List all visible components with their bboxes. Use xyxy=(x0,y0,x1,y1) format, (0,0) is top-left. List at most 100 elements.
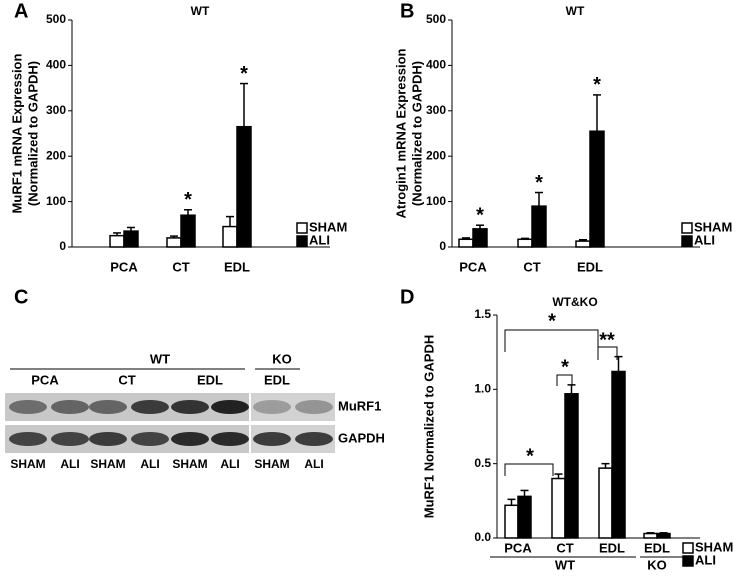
lane-label: SHAM xyxy=(90,457,125,471)
legend-swatch xyxy=(681,222,693,234)
bar xyxy=(504,504,519,539)
bar xyxy=(611,370,626,539)
tissue-label: PCA xyxy=(31,372,59,387)
y-tick-label: 300 xyxy=(426,103,446,117)
y-axis-label: Atrogin1 mRNA Expression xyxy=(393,48,408,218)
panel-label: A xyxy=(14,0,28,22)
legend-swatch xyxy=(682,542,694,554)
group-label: KO xyxy=(272,351,292,366)
lane-label: ALI xyxy=(304,457,323,471)
y-tick-label: 0.0 xyxy=(474,530,491,544)
bar xyxy=(517,238,533,248)
significance-star: * xyxy=(593,74,601,96)
x-tick-label: CT xyxy=(556,540,573,555)
bar xyxy=(643,532,658,539)
panel-label: C xyxy=(14,286,28,308)
blot-strip xyxy=(251,393,335,421)
significance-bracket xyxy=(556,374,573,386)
y-axis-label: MuRF1 mRNA Expression xyxy=(9,54,24,214)
y-tick-label: 300 xyxy=(46,103,66,117)
bar xyxy=(531,205,547,248)
lane-label: ALI xyxy=(220,457,239,471)
legend-swatch xyxy=(296,235,308,247)
y-tick-label: 400 xyxy=(426,58,446,72)
row-label: MuRF1 xyxy=(338,398,381,413)
y-tick-label: 400 xyxy=(46,58,66,72)
blot-band xyxy=(51,400,89,414)
blot-band xyxy=(211,432,249,446)
y-tick-label: 200 xyxy=(46,148,66,162)
blot-band xyxy=(89,432,127,446)
bar xyxy=(517,495,532,539)
y-tick-label: 1.5 xyxy=(474,307,491,321)
lane-label: ALI xyxy=(60,457,79,471)
legend-label: ALI xyxy=(695,552,716,567)
bar xyxy=(458,238,474,248)
bar xyxy=(589,130,605,248)
y-tick-label: 0 xyxy=(59,239,66,253)
significance-star: * xyxy=(184,189,192,211)
bar xyxy=(656,532,671,539)
x-tick-label: EDL xyxy=(577,259,603,274)
blot-band xyxy=(131,432,169,446)
significance-star: * xyxy=(526,445,534,467)
blot-band xyxy=(295,400,333,414)
blot-band xyxy=(253,400,291,414)
x-tick-label: CT xyxy=(172,259,189,274)
y-axis-label: (Normalized to GAPDH) xyxy=(409,61,424,206)
significance-star: * xyxy=(548,310,556,332)
bar xyxy=(551,477,566,539)
bar xyxy=(180,214,196,248)
chart-title: WT&KO xyxy=(552,295,597,309)
chart-title: WT xyxy=(566,4,585,18)
bar xyxy=(598,467,613,539)
significance-star: * xyxy=(240,63,248,85)
significance-star: * xyxy=(561,356,569,378)
group-label: WT xyxy=(555,557,575,572)
tissue-label: EDL xyxy=(197,372,223,387)
y-tick-label: 200 xyxy=(426,148,446,162)
group-label: KO xyxy=(647,557,667,572)
significance-star: ** xyxy=(599,329,615,351)
significance-star: * xyxy=(476,204,484,226)
y-tick-label: 100 xyxy=(426,194,446,208)
panel-label: B xyxy=(400,0,414,22)
bar xyxy=(472,228,488,248)
legend-label: SHAM xyxy=(309,219,347,234)
blot-band xyxy=(89,400,127,414)
bar xyxy=(575,240,591,248)
bar xyxy=(123,230,139,248)
blot-band xyxy=(171,432,209,446)
blot-band xyxy=(9,400,47,414)
x-tick-label: EDL xyxy=(644,540,670,555)
blot-band xyxy=(211,400,249,414)
x-tick-label: EDL xyxy=(224,259,250,274)
bar xyxy=(166,237,182,248)
blot-band xyxy=(131,400,169,414)
x-tick-label: EDL xyxy=(599,540,625,555)
legend-label: SHAM xyxy=(694,219,732,234)
y-tick-label: 0.5 xyxy=(474,456,491,470)
y-tick-label: 500 xyxy=(426,12,446,26)
x-tick-label: CT xyxy=(523,259,540,274)
significance-star: * xyxy=(535,172,543,194)
y-tick-label: 100 xyxy=(46,194,66,208)
y-tick-label: 500 xyxy=(46,12,66,26)
bar xyxy=(222,225,238,248)
legend-label: ALI xyxy=(694,232,715,247)
chart-title: WT xyxy=(191,4,210,18)
x-tick-label: PCA xyxy=(110,259,138,274)
y-axis-label: MuRF1 Normalized to GAPDH xyxy=(421,335,436,518)
blot-band xyxy=(171,400,209,414)
legend-label: ALI xyxy=(309,232,330,247)
legend-swatch xyxy=(296,222,308,234)
lane-label: ALI xyxy=(140,457,159,471)
lane-label: SHAM xyxy=(172,457,207,471)
lane-label: SHAM xyxy=(10,457,45,471)
bar xyxy=(109,234,125,248)
y-axis-label: (Normalized to GAPDH) xyxy=(25,61,40,206)
x-tick-label: PCA xyxy=(459,259,487,274)
bar xyxy=(564,393,579,539)
row-label: GAPDH xyxy=(338,430,385,445)
